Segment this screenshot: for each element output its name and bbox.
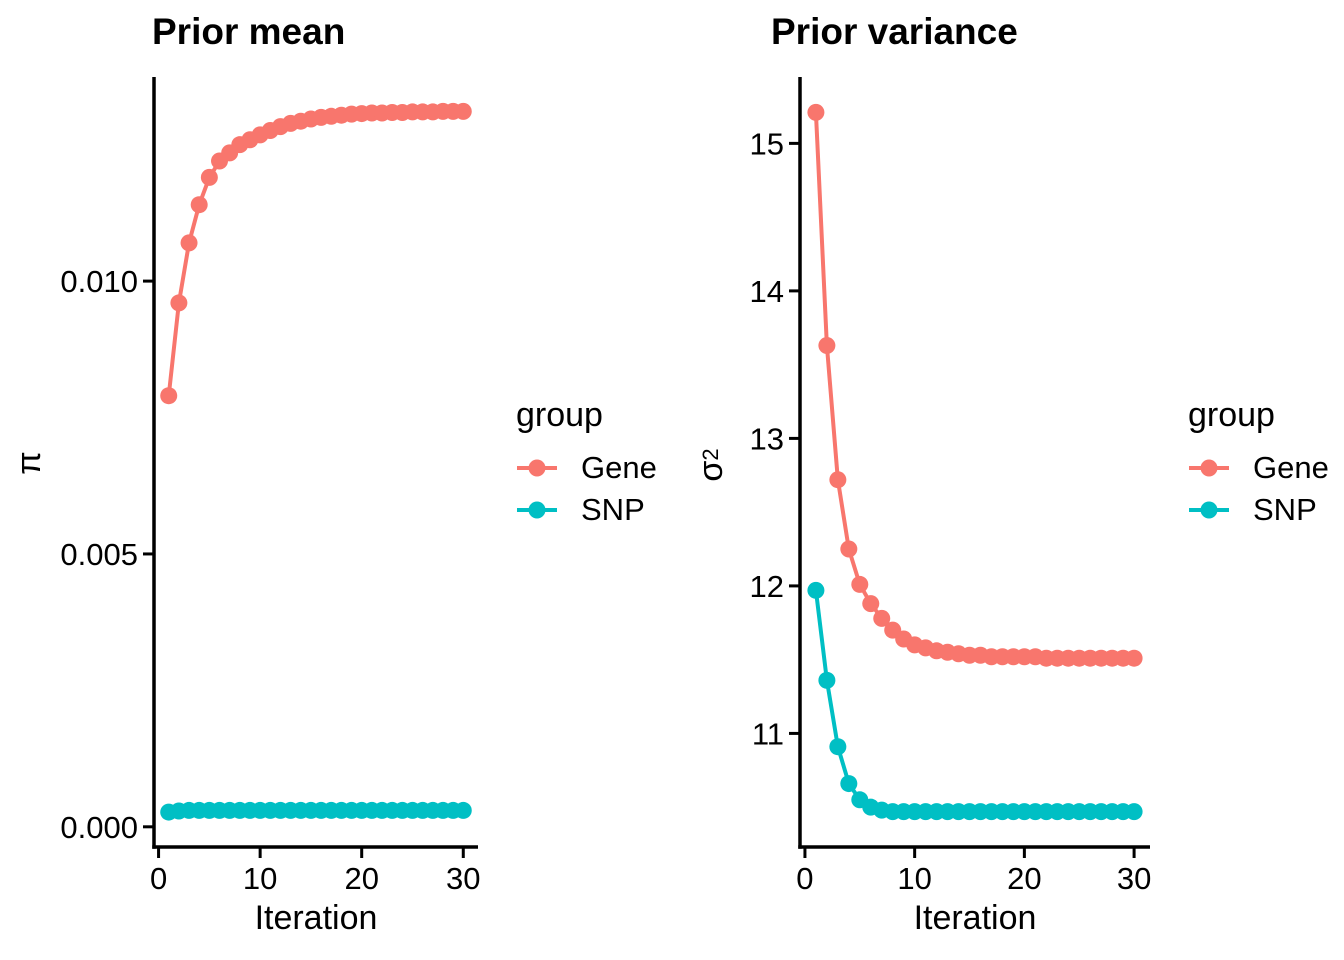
series-point-snp <box>454 801 472 819</box>
series-point-gene <box>1125 649 1143 667</box>
series-point-gene <box>190 196 208 214</box>
x-axis-title-right: Iteration <box>913 899 1037 937</box>
x-tick-label: 20 <box>344 861 378 896</box>
series-line-gene <box>813 110 1137 661</box>
series-point-gene <box>807 103 825 121</box>
x-tick-label: 30 <box>1117 861 1151 896</box>
y-tick-label: 14 <box>750 274 784 309</box>
y-tick-label: 11 <box>752 716 784 751</box>
series-point-gene <box>160 387 178 405</box>
series-point-gene <box>873 609 891 627</box>
y-axis-title-sup: 2 <box>698 448 723 461</box>
y-tick-label: 12 <box>750 569 784 604</box>
legend-item-gene: Gene <box>516 447 696 489</box>
series-point-gene <box>454 102 472 120</box>
series-point-gene <box>862 595 880 613</box>
y-axis-title-pi: π <box>7 418 51 508</box>
legend-item-label: SNP <box>581 492 645 527</box>
series-point-gene <box>170 294 188 312</box>
series-line-snp <box>813 588 1137 814</box>
legend-left: group Gene SNP <box>516 396 696 531</box>
legend-title: group <box>1188 396 1275 434</box>
y-tick-label: 13 <box>750 421 784 456</box>
series-point-snp <box>840 775 858 793</box>
snp-key-icon <box>517 501 557 519</box>
series-point-gene <box>818 336 836 354</box>
legend-item-label: Gene <box>1253 450 1329 485</box>
panel-title-prior-mean: Prior mean <box>152 11 346 52</box>
legend-item-snp: SNP <box>516 489 696 531</box>
series-point-gene <box>840 540 858 558</box>
x-tick-label: 20 <box>1007 861 1041 896</box>
x-tick-label: 0 <box>796 861 813 896</box>
y-tick-label: 0.010 <box>60 264 138 299</box>
series-line-gene <box>166 109 466 398</box>
legend-item-gene: Gene <box>1188 447 1344 489</box>
panel-title-prior-variance: Prior variance <box>771 11 1018 52</box>
x-axis-title-left: Iteration <box>254 899 378 937</box>
x-tick-label: 0 <box>150 861 167 896</box>
y-axis-title-base: π <box>9 451 48 475</box>
series-point-gene <box>829 471 847 489</box>
series-point-snp <box>807 581 825 599</box>
gene-key-icon <box>1189 459 1229 477</box>
y-tick-label: 0.005 <box>60 537 138 572</box>
legend-item-snp: SNP <box>1188 489 1344 531</box>
series-point-gene <box>180 234 198 252</box>
x-tick-label: 30 <box>446 861 480 896</box>
series-point-snp <box>818 671 836 689</box>
y-tick-label: 15 <box>750 126 784 161</box>
gene-key-icon <box>517 459 557 477</box>
series-point-gene <box>200 168 218 186</box>
y-axis-title-base: σ <box>691 460 730 482</box>
legend-item-label: SNP <box>1253 492 1317 527</box>
x-tick-label: 10 <box>897 861 931 896</box>
snp-key-icon <box>1189 501 1229 519</box>
legend-item-label: Gene <box>581 450 657 485</box>
legend-right: group Gene SNP <box>1188 396 1344 531</box>
legend-title: group <box>516 396 603 434</box>
series-point-snp <box>1125 803 1143 821</box>
series-point-gene <box>851 575 869 593</box>
y-tick-label: 0.000 <box>60 810 138 845</box>
x-tick-label: 10 <box>243 861 277 896</box>
series-point-snp <box>829 738 847 756</box>
